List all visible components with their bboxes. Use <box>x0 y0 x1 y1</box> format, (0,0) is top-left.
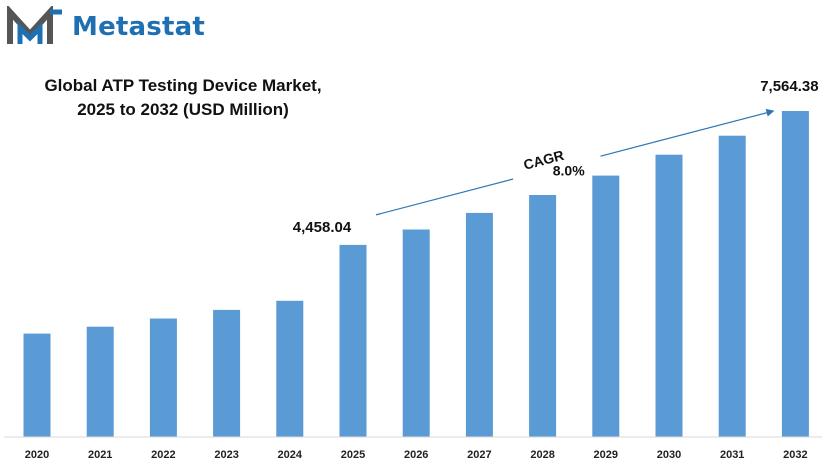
chart-title-line-2: 2025 to 2032 (USD Million) <box>77 100 289 119</box>
chart-title-line-1: Global ATP Testing Device Market, <box>44 76 322 95</box>
x-tick-label-2027: 2027 <box>467 449 491 461</box>
bar-2023 <box>213 309 241 437</box>
x-tick-label-2029: 2029 <box>594 449 618 461</box>
bar-2025 <box>339 244 367 437</box>
brand-name: Metastat <box>72 12 205 42</box>
x-tick-label-2022: 2022 <box>151 449 175 461</box>
bar-2022 <box>149 318 177 437</box>
x-tick-label-2032: 2032 <box>783 449 807 461</box>
cagr-arrow-line-start <box>375 178 514 216</box>
bar-2026 <box>402 229 430 437</box>
x-tick-label-2020: 2020 <box>25 449 49 461</box>
bar-2032 <box>781 111 809 437</box>
x-tick-label-2030: 2030 <box>657 449 681 461</box>
bar-2028 <box>529 195 557 437</box>
x-tick-label-2023: 2023 <box>214 449 238 461</box>
x-tick-label-2028: 2028 <box>530 449 554 461</box>
data-label-2025: 4,458.04 <box>293 219 352 236</box>
x-tick-label-2021: 2021 <box>88 449 112 461</box>
metastat-logo-icon <box>6 4 62 44</box>
bar-2030 <box>655 154 683 437</box>
metastat-logo: Metastat <box>6 4 236 50</box>
bar-2029 <box>592 175 620 437</box>
chart-title: Global ATP Testing Device Market, 2025 t… <box>18 74 348 122</box>
x-tick-label-2026: 2026 <box>404 449 428 461</box>
x-tick-label-2024: 2024 <box>278 449 303 461</box>
bar-2031 <box>718 135 746 437</box>
bar-2021 <box>86 326 114 437</box>
data-label-2032: 7,564.38 <box>760 78 818 95</box>
bar-2024 <box>276 300 304 437</box>
bar-2027 <box>465 212 493 437</box>
bar-2020 <box>23 333 51 437</box>
cagr-value: 8.0% <box>553 163 585 179</box>
x-tick-label-2025: 2025 <box>341 449 365 461</box>
cagr-arrow-line-end <box>600 108 775 157</box>
x-tick-label-2031: 2031 <box>720 449 744 461</box>
